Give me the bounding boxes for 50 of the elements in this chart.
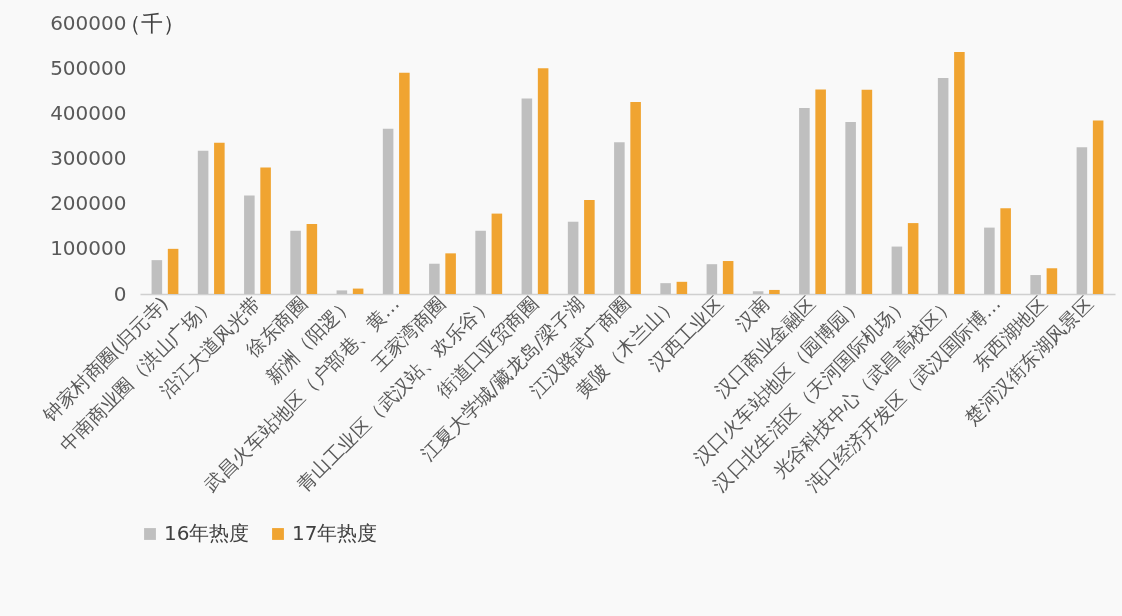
y-tick-label: 300000	[50, 146, 127, 170]
bar	[1076, 147, 1088, 294]
bar	[429, 263, 440, 294]
bar	[984, 227, 995, 294]
bar	[937, 78, 949, 294]
y-tick-label: 0	[113, 281, 127, 306]
bar	[845, 121, 856, 294]
bar	[676, 281, 688, 294]
y-tick-label: 200000	[50, 191, 127, 216]
bar	[752, 291, 764, 294]
y-tick-label: 100000	[50, 236, 127, 261]
bar	[290, 230, 301, 294]
bar	[167, 248, 179, 294]
bar	[954, 51, 965, 294]
legend-label: 17年热度	[292, 521, 378, 545]
bar	[260, 167, 271, 294]
bar	[1030, 275, 1041, 294]
bar	[382, 128, 394, 294]
bar	[614, 142, 625, 294]
bar	[660, 283, 671, 294]
bar	[907, 223, 919, 294]
bar	[306, 223, 318, 294]
bar	[799, 107, 810, 294]
bar	[584, 200, 595, 294]
bar	[197, 150, 209, 294]
legend-label: 16年热度	[164, 521, 250, 545]
y-tick-label: 400000	[50, 100, 127, 125]
bar	[861, 89, 873, 294]
bar	[491, 213, 503, 294]
bar	[336, 290, 348, 294]
bar	[706, 264, 718, 294]
bar	[567, 221, 579, 294]
bar	[521, 98, 533, 294]
bar	[445, 253, 456, 294]
bar	[722, 261, 734, 294]
bar	[475, 230, 486, 294]
bar	[151, 260, 163, 294]
y-tick-label: 600000	[50, 10, 127, 35]
bar	[630, 102, 641, 294]
bar	[1092, 120, 1104, 294]
bar	[769, 289, 780, 294]
bar	[815, 89, 826, 294]
bar	[1000, 208, 1011, 294]
y-tick-label: 500000	[50, 55, 127, 80]
bar	[537, 68, 549, 294]
bar	[244, 195, 255, 294]
bar	[1046, 268, 1058, 294]
bar	[214, 142, 225, 294]
bar	[399, 72, 410, 294]
bar	[891, 246, 903, 294]
